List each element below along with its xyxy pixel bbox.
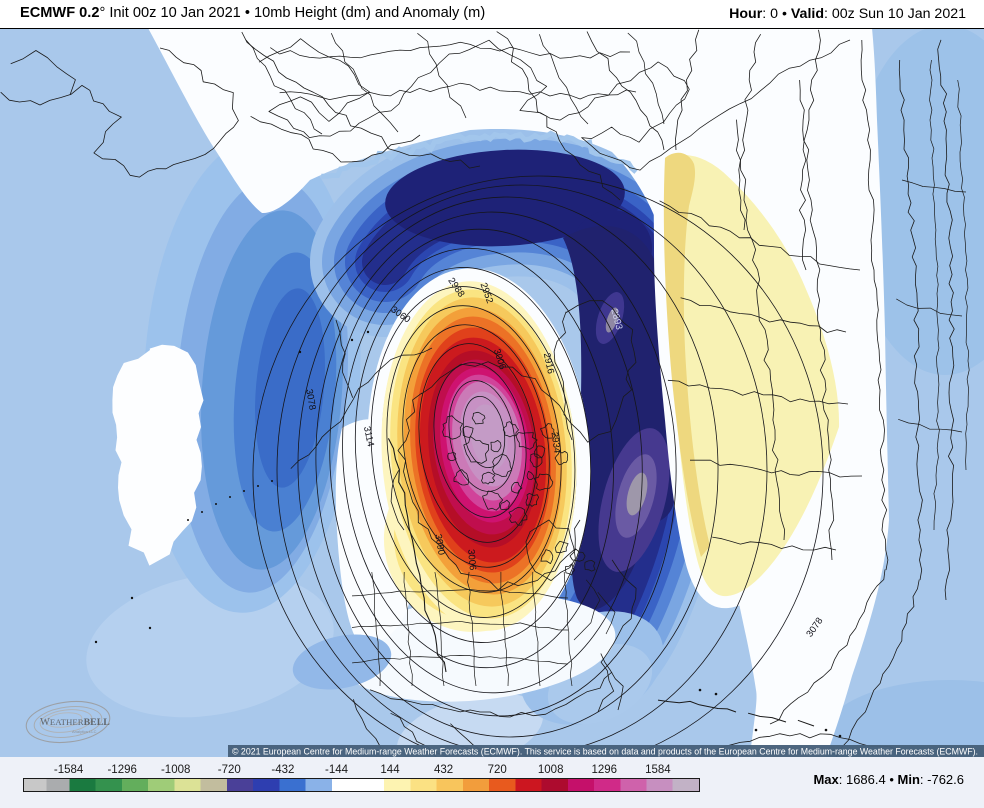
- svg-text:© 2021 European Centre for Med: © 2021 European Centre for Medium-range …: [232, 747, 978, 757]
- svg-text:WEATHERBELL: WEATHERBELL: [40, 717, 110, 728]
- svg-text:2916: 2916: [541, 352, 556, 375]
- svg-text:3006: 3006: [465, 549, 478, 571]
- svg-text:2893: 2893: [608, 308, 624, 331]
- svg-text:3114: 3114: [361, 425, 376, 447]
- svg-text:2934: 2934: [549, 431, 563, 453]
- svg-text:3090: 3090: [432, 533, 447, 556]
- svg-text:Analytics LLC: Analytics LLC: [72, 729, 97, 734]
- svg-text:3078: 3078: [303, 388, 318, 411]
